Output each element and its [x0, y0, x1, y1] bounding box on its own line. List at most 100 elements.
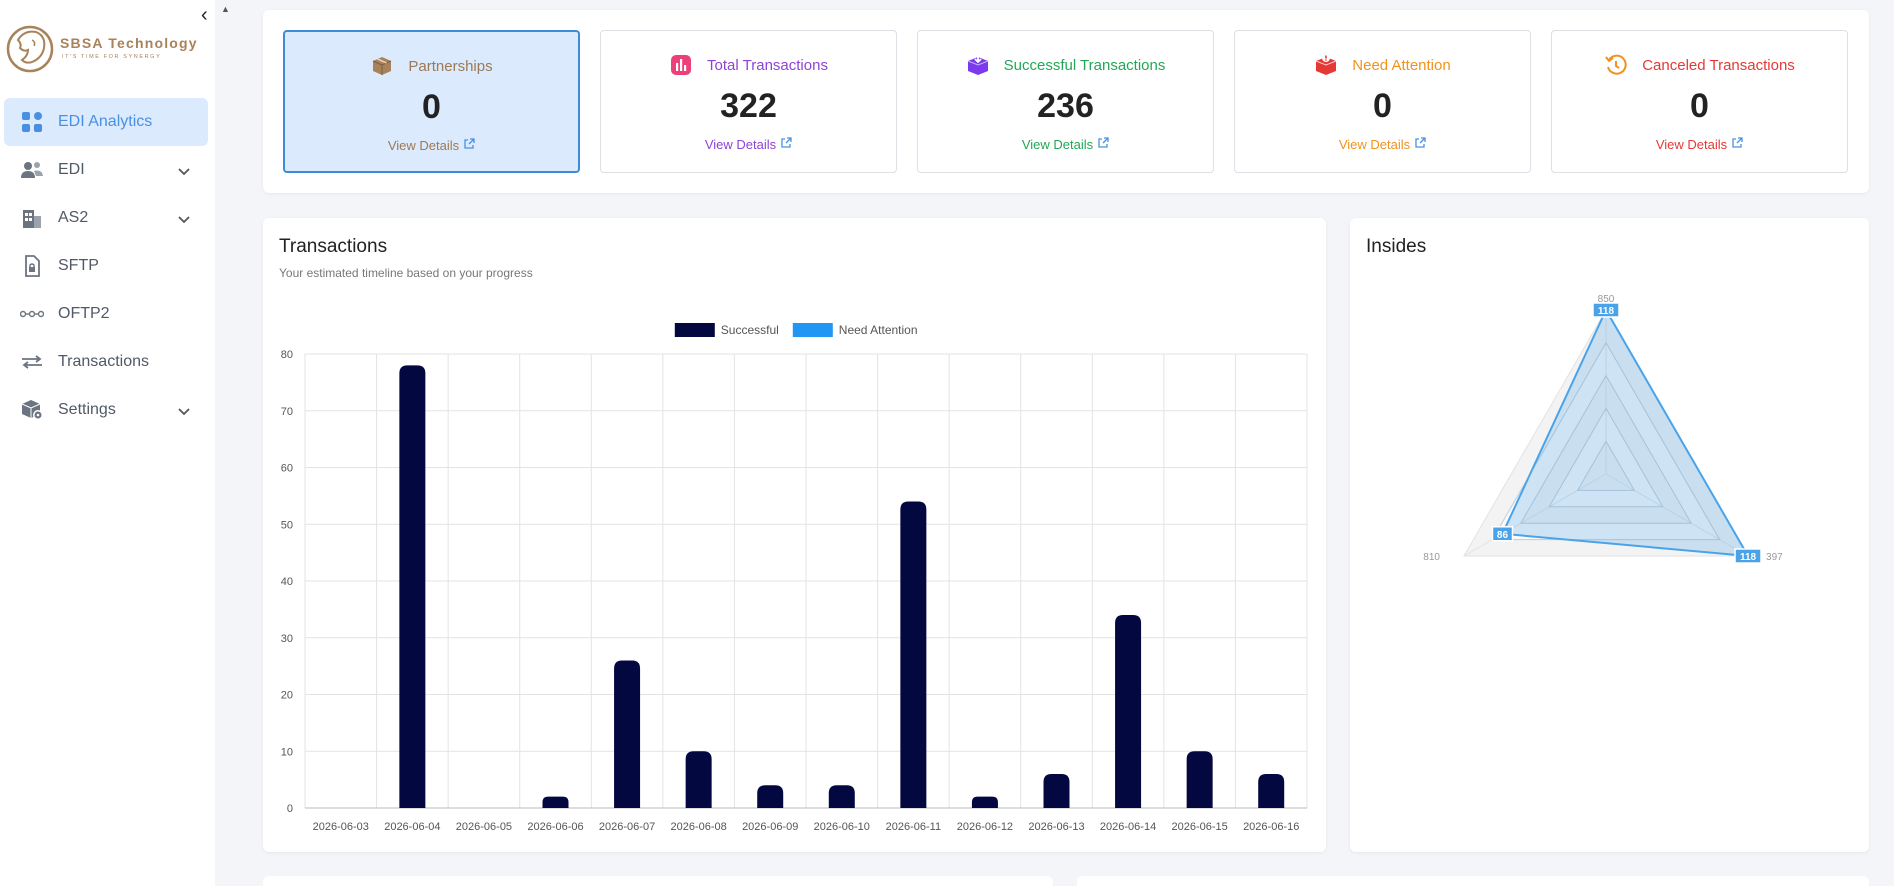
- sidebar-item-label: EDI: [58, 161, 85, 178]
- insides-card: 850 397 810 118 118 86 Insides: [1350, 218, 1869, 852]
- view-details-link[interactable]: View Details: [601, 137, 896, 152]
- bar-successful[interactable]: [1115, 615, 1142, 808]
- radar-axis-line: [1463, 473, 1607, 557]
- arrows-left-right-icon: [18, 350, 46, 374]
- card-title: Transactions: [279, 236, 388, 257]
- radar-series-area[interactable]: [1500, 307, 1750, 558]
- x-tick-label: 2026-06-13: [1028, 821, 1084, 833]
- transactions-bar-chart: 0 10 20 30 40 50 60 70 80 2026-06-03 2026-06-04 202…: [281, 323, 1308, 833]
- chevron-down-icon[interactable]: [178, 211, 190, 229]
- x-tick-label: 2026-06-03: [313, 821, 369, 833]
- stat-title: Partnerships: [408, 57, 493, 75]
- external-link-icon: [1731, 137, 1743, 152]
- badge-bg: [1592, 302, 1620, 318]
- y-tick-label: 20: [281, 690, 293, 702]
- badge-value: 118: [1740, 552, 1757, 563]
- collapse-sidebar-icon[interactable]: ‹: [201, 4, 208, 26]
- undo-clock-icon: [1604, 53, 1628, 77]
- bar-chart-icon: [669, 53, 693, 77]
- view-details-label: View Details: [387, 138, 460, 153]
- chevron-down-icon[interactable]: [178, 403, 190, 421]
- sidebar: SBSA Technology IT'S TIME FOR SYNERGY ‹ …: [0, 0, 230, 886]
- sidebar-item-transactions[interactable]: Transactions: [4, 338, 208, 386]
- card-title: Insides: [1366, 236, 1427, 257]
- stat-card-need-attention[interactable]: Need Attention 0 View Details: [1234, 30, 1531, 173]
- building-icon: [18, 206, 46, 230]
- radar-value-badge[interactable]: 86: [1491, 526, 1514, 542]
- caret-up-icon[interactable]: ▲: [221, 4, 230, 14]
- view-details-link[interactable]: View Details: [285, 138, 578, 153]
- y-tick-label: 70: [281, 406, 293, 418]
- stat-value: 0: [1373, 87, 1392, 125]
- sidebar-item-edi-analytics[interactable]: EDI Analytics: [4, 98, 208, 146]
- link-nodes-icon: [18, 302, 46, 326]
- chevron-down-icon[interactable]: [178, 163, 190, 181]
- bar-successful[interactable]: [685, 751, 712, 808]
- stat-card-canceled-transactions[interactable]: Canceled Transactions 0 View Details: [1551, 30, 1848, 173]
- brand-logo[interactable]: SBSA Technology IT'S TIME FOR SYNERGY: [6, 22, 202, 76]
- radar-inner-ring: [1491, 341, 1721, 541]
- sidebar-item-sftp[interactable]: SFTP: [4, 242, 208, 290]
- sidebar-item-label: AS2: [58, 209, 89, 226]
- x-tick-label: 2026-06-11: [886, 821, 941, 833]
- brand-tagline: IT'S TIME FOR SYNERGY: [62, 54, 161, 60]
- radar-axis-label: 810: [1423, 552, 1440, 563]
- stat-card-partnerships[interactable]: Partnerships 0 View Details: [283, 30, 580, 173]
- external-link-icon: [1414, 137, 1426, 152]
- bottom-card-right: [1077, 876, 1869, 886]
- badge-bg: [1491, 526, 1514, 542]
- view-details-label: View Details: [1655, 137, 1728, 152]
- view-details-link[interactable]: View Details: [918, 137, 1213, 152]
- box-gear-icon: [18, 398, 46, 422]
- chart-legend[interactable]: Successful Need Attention: [674, 323, 918, 337]
- stat-title: Total Transactions: [707, 56, 828, 74]
- stat-value: 0: [422, 88, 441, 126]
- radar-axis-label: 397: [1766, 552, 1783, 563]
- sidebar-item-as2[interactable]: AS2: [4, 194, 208, 242]
- radar-inner-ring: [1548, 407, 1664, 508]
- x-tick-label: 2026-06-14: [1100, 821, 1156, 833]
- x-tick-label: 2026-06-08: [671, 821, 727, 833]
- view-details-link[interactable]: View Details: [1552, 137, 1847, 152]
- bar-successful[interactable]: [900, 501, 927, 808]
- y-tick-label: 40: [281, 576, 293, 588]
- sidebar-item-edi[interactable]: EDI: [4, 146, 208, 194]
- grid-icon: [18, 110, 46, 134]
- bar-successful[interactable]: [399, 365, 426, 808]
- x-tick-label: 2026-06-06: [527, 821, 583, 833]
- bar-successful[interactable]: [971, 796, 998, 808]
- stat-value: 236: [1037, 87, 1094, 125]
- file-lock-icon: [18, 254, 46, 278]
- stat-card-total-transactions[interactable]: Total Transactions 322 View Details: [600, 30, 897, 173]
- legend-swatch: [674, 323, 715, 337]
- bottom-card-left: [263, 876, 1053, 886]
- stat-card-successful-transactions[interactable]: Successful Transactions 236 View Details: [917, 30, 1214, 173]
- radar-value-badge[interactable]: 118: [1592, 302, 1620, 318]
- bar-successful[interactable]: [757, 785, 784, 808]
- sidebar-nav: EDI Analytics EDI AS2 SFTP: [4, 98, 208, 434]
- y-tick-label: 80: [281, 349, 293, 361]
- lion-logo-icon: SBSA Technology IT'S TIME FOR SYNERGY: [6, 25, 197, 73]
- stats-panel: Partnerships 0 View Details Total Transa…: [263, 10, 1869, 193]
- bar-successful[interactable]: [1043, 773, 1070, 808]
- y-tick-label: 50: [281, 519, 293, 531]
- stat-title: Canceled Transactions: [1642, 56, 1795, 74]
- bar-successful[interactable]: [828, 785, 855, 808]
- bar-successful[interactable]: [1186, 751, 1213, 808]
- external-link-icon: [463, 138, 475, 153]
- sidebar-item-label: Transactions: [58, 353, 149, 370]
- sidebar-item-label: EDI Analytics: [58, 113, 153, 130]
- sidebar-item-oftp2[interactable]: OFTP2: [4, 290, 208, 338]
- bar-successful[interactable]: [614, 660, 641, 808]
- radar-value-badge[interactable]: 118: [1734, 548, 1762, 564]
- x-tick-label: 2026-06-07: [599, 821, 655, 833]
- bar-successful[interactable]: [542, 796, 569, 808]
- badge-bg: [1734, 548, 1762, 564]
- sidebar-item-settings[interactable]: Settings: [4, 386, 208, 434]
- x-tick-label: 2026-06-12: [957, 821, 1013, 833]
- view-details-link[interactable]: View Details: [1235, 137, 1530, 152]
- legend-label: Successful: [721, 323, 779, 337]
- bar-successful[interactable]: [1258, 773, 1285, 808]
- radar-axis-label: 850: [1598, 294, 1615, 305]
- card-subtitle: Your estimated timeline based on your pr…: [279, 266, 533, 280]
